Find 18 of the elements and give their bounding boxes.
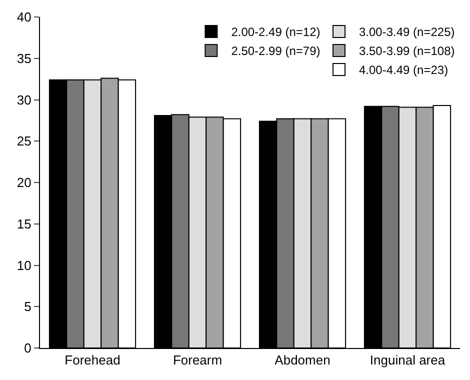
y-tick-label: 30 bbox=[16, 92, 32, 108]
y-tick-label: 10 bbox=[16, 258, 32, 273]
x-tick-label: Abdomen bbox=[274, 352, 330, 368]
y-tick-label: 5 bbox=[24, 299, 32, 314]
y-tick-label: 40 bbox=[16, 10, 32, 25]
y-tick-label: 35 bbox=[16, 50, 32, 66]
y-tick-label: 25 bbox=[16, 134, 32, 149]
legend-label: 2.50-2.99 (n=79) bbox=[231, 44, 320, 58]
x-tick-label: Forearm bbox=[172, 352, 222, 368]
y-tick-label: 15 bbox=[16, 216, 32, 232]
y-tick-label: 0 bbox=[24, 340, 32, 356]
legend-label: 3.50-3.99 (n=108) bbox=[359, 44, 455, 58]
y-tick-label: 20 bbox=[16, 175, 32, 190]
x-tick-label: Inguinal area bbox=[370, 352, 446, 368]
legend-label: 4.00-4.49 (n=23) bbox=[359, 63, 448, 78]
legend-label: 3.00-3.49 (n=225) bbox=[359, 25, 455, 40]
x-tick-label: Forehead bbox=[64, 352, 120, 368]
legend-label: 2.00-2.49 (n=12) bbox=[231, 25, 320, 40]
